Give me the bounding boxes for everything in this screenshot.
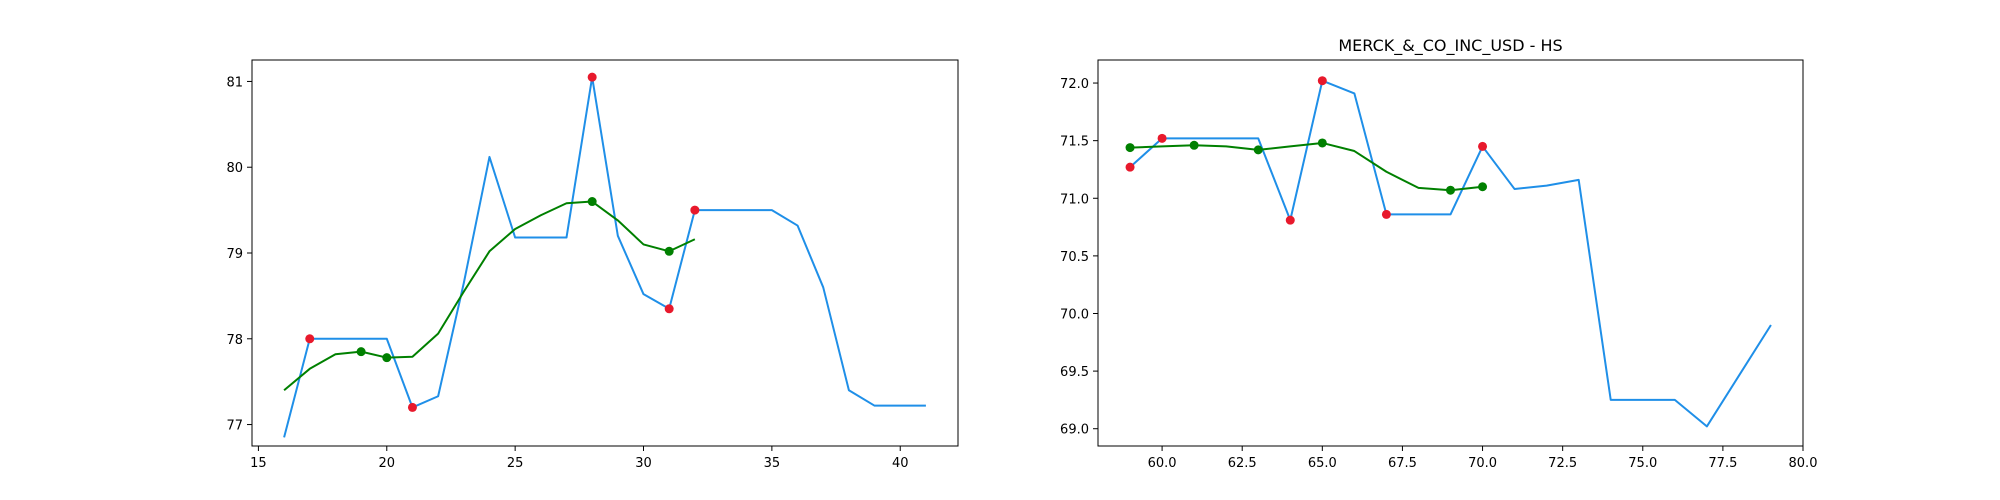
x-tick-label: 65.0 [1308,456,1337,471]
x-tick-label: 77.5 [1708,456,1737,471]
y-tick-label: 72.0 [1060,77,1089,92]
x-tick-label: 60.0 [1148,456,1177,471]
x-tick-label: 25 [507,456,524,471]
x-tick-label: 70.0 [1468,456,1497,471]
price-point-marker [407,402,417,412]
price-point-marker [1478,141,1488,151]
price-point-marker [1125,162,1135,172]
price-point-marker [664,304,674,314]
average-point-marker [356,347,366,357]
x-tick-label: 62.5 [1228,456,1257,471]
x-tick-label: 35 [764,456,781,471]
price-line [1129,79,1772,428]
average-point-marker [1478,182,1488,192]
y-tick-label: 79 [226,247,243,262]
price-point-marker [305,334,315,344]
moving-average-line [283,200,696,392]
moving-average-line [1130,141,1483,192]
average-point-marker [1125,143,1135,153]
price-point-marker [1317,76,1327,86]
y-tick-label: 69.0 [1060,423,1089,438]
y-tick-label: 80 [226,161,243,176]
x-tick-label: 40 [892,456,909,471]
y-tick-label: 77 [226,419,243,434]
right-chart: MERCK_&_CO_INC_USD - HS 60.0 62.5 65.0 67.5 7… [1060,36,1817,471]
average-point-marker [382,353,392,363]
price-point-marker [587,72,597,82]
price-point-marker [1285,215,1295,225]
y-tick-label: 71.5 [1060,135,1089,150]
average-point-marker [1253,145,1263,155]
y-tick-label: 70.0 [1060,307,1089,322]
price-point-marker [1381,209,1391,219]
x-tick-label: 80.0 [1789,456,1818,471]
price-point-marker [690,205,700,215]
y-tick-label: 70.5 [1060,250,1089,265]
average-point-marker [664,246,674,256]
axes-frame [1097,59,1804,447]
x-tick-label: 72.5 [1548,456,1577,471]
x-tick-label: 67.5 [1388,456,1417,471]
average-point-marker [1189,140,1199,150]
chart-title: MERCK_&_CO_INC_USD - HS [1338,36,1562,56]
x-tick-label: 30 [635,456,652,471]
left-chart: 15 20 25 30 35 40 77 78 79 80 81 [226,59,959,471]
x-tick-label: 20 [379,456,396,471]
y-tick-label: 78 [226,333,243,348]
average-point-marker [1446,185,1455,195]
y-tick-label: 81 [226,75,243,90]
x-tick-label: 75.0 [1628,456,1657,471]
price-line [283,76,926,438]
y-tick-label: 69.5 [1060,365,1089,380]
average-point-marker [587,197,597,207]
y-tick-label: 71.0 [1060,192,1089,207]
average-point-marker [1317,138,1327,148]
x-tick-label: 15 [250,456,267,471]
price-point-marker [1157,133,1167,143]
